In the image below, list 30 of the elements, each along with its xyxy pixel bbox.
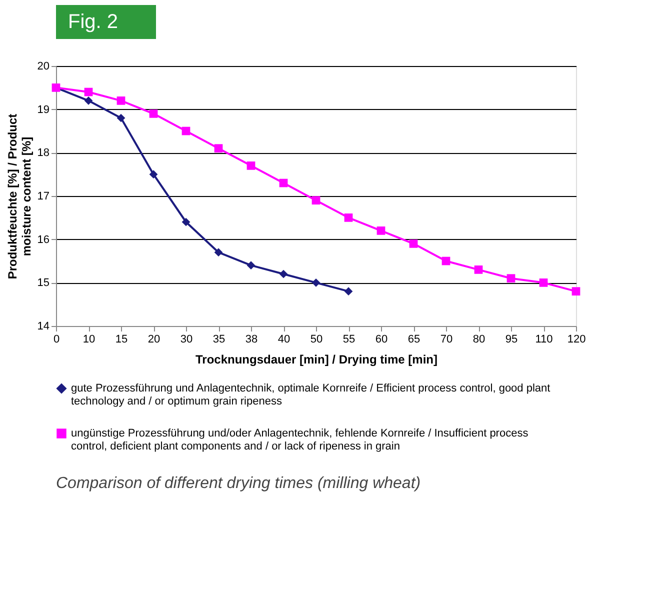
- y-tick-label: 17: [37, 190, 50, 202]
- x-tick-label: 38: [245, 334, 258, 346]
- x-tick-label: 60: [375, 334, 388, 346]
- x-tick-label: 70: [440, 334, 453, 346]
- legend-label: gute Prozessführung und Anlagentechnik, optimale Kornreife / Efficient process control, good plant technology and / or optimum grain ripeness: [71, 382, 550, 408]
- y-tick-label: 15: [37, 277, 50, 290]
- legend-label: ungünstige Prozessführung und/oder Anlagentechnik, fehlende Kornreife / Insufficient process control, deficient plant components and / or lack of ripeness in grain: [71, 428, 529, 452]
- y-tick-label: 18: [37, 147, 50, 160]
- y-tick-label: 19: [37, 104, 50, 116]
- x-tick-label: 20: [148, 334, 160, 346]
- x-tick-label: 95: [505, 334, 518, 346]
- chart-title: Fig. 2: [68, 11, 118, 33]
- x-tick-label: 35: [212, 334, 226, 346]
- x-tick-label: 0: [53, 334, 60, 346]
- y-tick-label: 16: [37, 234, 50, 246]
- y-tick-label: 14: [37, 320, 50, 332]
- x-tick-label: 30: [180, 334, 193, 346]
- x-tick-label: 65: [408, 334, 420, 346]
- x-tick-label: 15: [115, 334, 128, 346]
- x-tick-label: 80: [472, 334, 486, 346]
- y-axis-title: Produktfeuchte [%] / Product moisture content [%]: [5, 114, 34, 280]
- y-tick-label: 20: [37, 60, 50, 72]
- x-tick-label: 50: [310, 334, 323, 346]
- x-axis-title: Trocknungsdauer [min] / Drying time [min]: [195, 352, 438, 366]
- x-tick-label: 110: [535, 334, 553, 346]
- text: Comparison of different drying times (milling wheat): [56, 475, 421, 492]
- x-tick-label: 40: [278, 334, 290, 346]
- x-tick-label: 10: [82, 334, 96, 346]
- x-tick-label: 55: [342, 334, 356, 346]
- x-tick-label: 120: [567, 334, 586, 346]
